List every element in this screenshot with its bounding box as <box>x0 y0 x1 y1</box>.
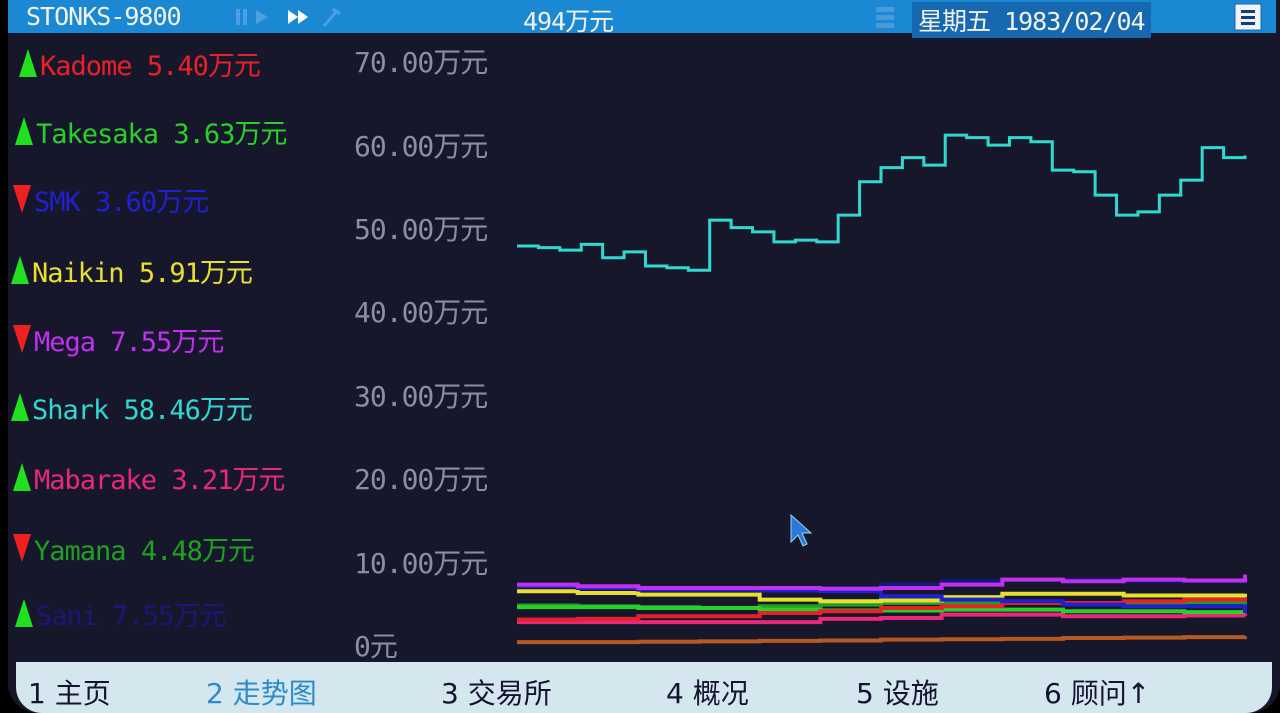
stock-price: 3.63万元 <box>173 119 287 150</box>
series-line-naikin <box>517 589 1247 604</box>
trend-up-icon <box>15 117 33 145</box>
trend-down-icon <box>13 325 31 353</box>
stock-item-takesaka[interactable]: Takesaka 3.63万元 <box>14 112 287 151</box>
stock-item-shark[interactable]: Shark 58.46万元 <box>10 388 253 427</box>
mouse-cursor-icon <box>790 514 812 547</box>
stock-item-sani[interactable]: Sani 7.55万元 <box>14 594 226 633</box>
top-bar: STONKS-9800 494万元 星期五 1983/02/04 <box>8 0 1276 38</box>
y-tick-label: 10.00万元 <box>354 546 488 580</box>
grid-icon[interactable] <box>874 5 896 29</box>
play-icon[interactable] <box>256 10 268 24</box>
tab-1[interactable]: 1 主页 <box>28 677 111 710</box>
series-line-takesaka <box>517 605 1247 615</box>
y-tick-label: 60.00万元 <box>354 129 488 163</box>
menu-icon[interactable] <box>1234 3 1262 31</box>
trend-down-icon <box>13 185 31 213</box>
y-tick-label: 70.00万元 <box>354 46 488 80</box>
game-screen: STONKS-9800 494万元 星期五 1983/02/04 Kadome … <box>8 0 1280 713</box>
y-tick-label: 20.00万元 <box>354 463 488 497</box>
tab-2[interactable]: 2 走势图 <box>206 677 317 710</box>
stock-price: 5.40万元 <box>146 51 261 82</box>
stock-item-kadome[interactable]: Kadome 5.40万元 <box>18 44 261 83</box>
tab-4[interactable]: 4 概况 <box>666 677 749 710</box>
series-line-kadome <box>517 597 1247 622</box>
weekday: 星期五 <box>918 7 991 36</box>
speed-controls <box>236 7 341 27</box>
money-display: 494万元 <box>523 7 614 36</box>
stock-name: Kadome <box>40 51 133 82</box>
series-line-mega <box>517 574 1247 591</box>
stock-name: Sani <box>36 601 98 632</box>
trend-up-icon <box>19 49 37 77</box>
stock-price: 3.21万元 <box>171 465 285 496</box>
tab-6[interactable]: 6 顾问↑ <box>1044 677 1151 710</box>
stock-item-mabarake[interactable]: Mabarake 3.21万元 <box>12 458 285 497</box>
stock-name: SMK <box>34 187 81 218</box>
y-tick-label: 30.00万元 <box>354 379 488 413</box>
date-display: 星期五 1983/02/04 <box>912 2 1151 38</box>
trend-up-icon <box>11 393 29 421</box>
tab-3[interactable]: 3 交易所 <box>441 677 552 710</box>
series-line-shark <box>517 133 1247 272</box>
y-tick-label: 40.00万元 <box>354 296 488 330</box>
stock-item-yamana[interactable]: Yamana 4.48万元 <box>12 529 255 568</box>
stock-name: Yamana <box>34 536 127 567</box>
stock-price: 3.60万元 <box>95 187 209 218</box>
fast-forward-icon[interactable] <box>288 10 308 24</box>
trend-down-icon <box>13 534 31 562</box>
stock-price: 4.48万元 <box>140 536 255 567</box>
stock-name: Mabarake <box>34 465 157 496</box>
stock-name: Naikin <box>32 258 125 289</box>
series-line-unlabeled <box>517 635 1247 645</box>
date: 1983/02/04 <box>1004 7 1146 36</box>
stock-name: Mega <box>34 327 96 358</box>
tab-5[interactable]: 5 设施 <box>856 677 939 710</box>
y-tick-label: 50.00万元 <box>354 213 488 246</box>
trend-up-icon <box>11 256 29 284</box>
stock-price: 7.55万元 <box>112 601 226 632</box>
stock-price: 7.55万元 <box>110 327 224 358</box>
price-chart <box>517 133 1247 645</box>
wrench-icon[interactable] <box>322 7 341 27</box>
stock-price: 58.46万元 <box>123 395 253 426</box>
pause-icon[interactable] <box>236 9 247 25</box>
stock-price: 5.91万元 <box>138 258 253 289</box>
stock-name: Shark <box>32 395 109 426</box>
series-line-mabarake <box>517 612 1247 625</box>
y-tick-label: 0元 <box>354 630 398 663</box>
trend-up-icon <box>13 463 31 491</box>
trend-up-icon <box>15 599 33 627</box>
stock-name: Takesaka <box>36 119 159 150</box>
game-title: STONKS-9800 <box>26 2 182 31</box>
bottom-nav-bar: 1 主页 2 走势图 3 交易所 4 概况 5 设施 6 顾问↑ <box>16 662 1272 713</box>
stock-item-mega[interactable]: Mega 7.55万元 <box>12 320 224 359</box>
stock-item-smk[interactable]: SMK 3.60万元 <box>12 180 209 219</box>
stock-item-naikin[interactable]: Naikin 5.91万元 <box>10 251 253 290</box>
